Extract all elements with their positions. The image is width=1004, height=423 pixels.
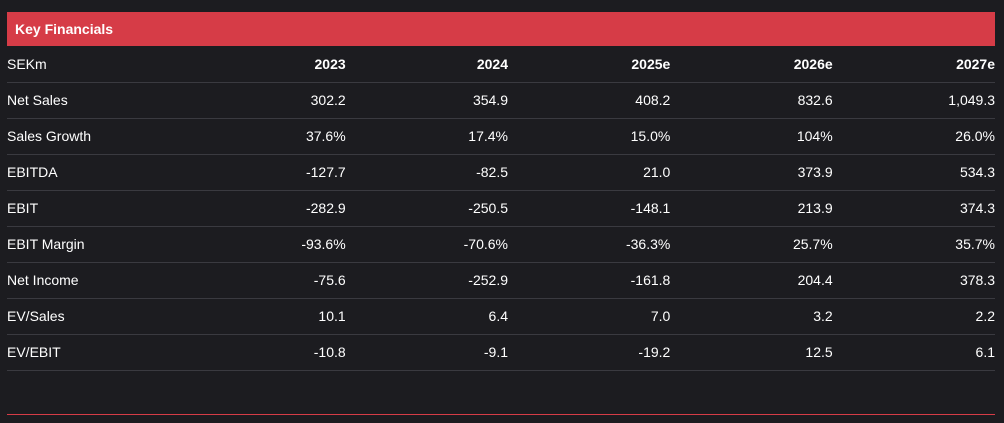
row-label: EV/EBIT	[7, 334, 184, 371]
table-cell: 12.5	[670, 334, 833, 371]
table-row: EV/Sales 10.1 6.4 7.0 3.2 2.2	[7, 298, 995, 335]
table-cell: 408.2	[508, 82, 671, 119]
table-cell: 374.3	[832, 190, 995, 227]
table-cell: -75.6	[183, 262, 346, 299]
table-cell: -70.6%	[345, 226, 508, 263]
table-cell: 6.1	[832, 334, 995, 371]
table-cell: -93.6%	[183, 226, 346, 263]
bottom-divider	[7, 414, 995, 415]
table-header-row: SEKm 2023 2024 2025e 2026e 2027e	[7, 46, 995, 83]
row-label: Net Sales	[7, 82, 184, 119]
table-cell: -252.9	[345, 262, 508, 299]
row-label: Sales Growth	[7, 118, 184, 155]
table-row: EV/EBIT -10.8 -9.1 -19.2 12.5 6.1	[7, 334, 995, 371]
table-cell: 373.9	[670, 154, 833, 191]
row-label: EBIT	[7, 190, 184, 227]
row-label: Net Income	[7, 262, 184, 299]
table-cell: -82.5	[345, 154, 508, 191]
table-cell: 21.0	[508, 154, 671, 191]
table-cell: 204.4	[670, 262, 833, 299]
table-cell: -250.5	[345, 190, 508, 227]
table-cell: 7.0	[508, 298, 671, 335]
row-label: EV/Sales	[7, 298, 184, 335]
header-cell-unit: SEKm	[7, 46, 184, 83]
table-cell: 378.3	[832, 262, 995, 299]
header-cell-year: 2024	[345, 46, 508, 83]
table-cell: 832.6	[670, 82, 833, 119]
table-cell: 302.2	[183, 82, 346, 119]
table-cell: 213.9	[670, 190, 833, 227]
table-cell: -36.3%	[508, 226, 671, 263]
row-label: EBITDA	[7, 154, 184, 191]
header-cell-year: 2025e	[508, 46, 671, 83]
table-cell: 354.9	[345, 82, 508, 119]
table-cell: -148.1	[508, 190, 671, 227]
table-cell: 17.4%	[345, 118, 508, 155]
table-row: EBIT -282.9 -250.5 -148.1 213.9 374.3	[7, 190, 995, 227]
table-cell: 534.3	[832, 154, 995, 191]
financials-table: SEKm 2023 2024 2025e 2026e 2027e Net Sal…	[7, 46, 995, 371]
table-cell: 25.7%	[670, 226, 833, 263]
header-cell-year: 2026e	[670, 46, 833, 83]
row-label: EBIT Margin	[7, 226, 184, 263]
table-cell: 10.1	[183, 298, 346, 335]
table-cell: -19.2	[508, 334, 671, 371]
table-row: Sales Growth 37.6% 17.4% 15.0% 104% 26.0…	[7, 118, 995, 155]
table-cell: -282.9	[183, 190, 346, 227]
table-row: Net Sales 302.2 354.9 408.2 832.6 1,049.…	[7, 82, 995, 119]
table-cell: -127.7	[183, 154, 346, 191]
table-cell: 15.0%	[508, 118, 671, 155]
table-cell: 1,049.3	[832, 82, 995, 119]
table-cell: 3.2	[670, 298, 833, 335]
table-row: EBIT Margin -93.6% -70.6% -36.3% 25.7% 3…	[7, 226, 995, 263]
table-cell: 104%	[670, 118, 833, 155]
table-cell: 35.7%	[832, 226, 995, 263]
table-row: Net Income -75.6 -252.9 -161.8 204.4 378…	[7, 262, 995, 299]
table-cell: 37.6%	[183, 118, 346, 155]
table-cell: 2.2	[832, 298, 995, 335]
key-financials-panel: Key Financials SEKm 2023 2024 2025e 2026…	[7, 12, 995, 371]
header-cell-year: 2027e	[832, 46, 995, 83]
header-cell-year: 2023	[183, 46, 346, 83]
table-row: EBITDA -127.7 -82.5 21.0 373.9 534.3	[7, 154, 995, 191]
table-cell: -9.1	[345, 334, 508, 371]
table-cell: 26.0%	[832, 118, 995, 155]
table-cell: 6.4	[345, 298, 508, 335]
table-cell: -161.8	[508, 262, 671, 299]
table-cell: -10.8	[183, 334, 346, 371]
panel-title: Key Financials	[7, 12, 995, 46]
